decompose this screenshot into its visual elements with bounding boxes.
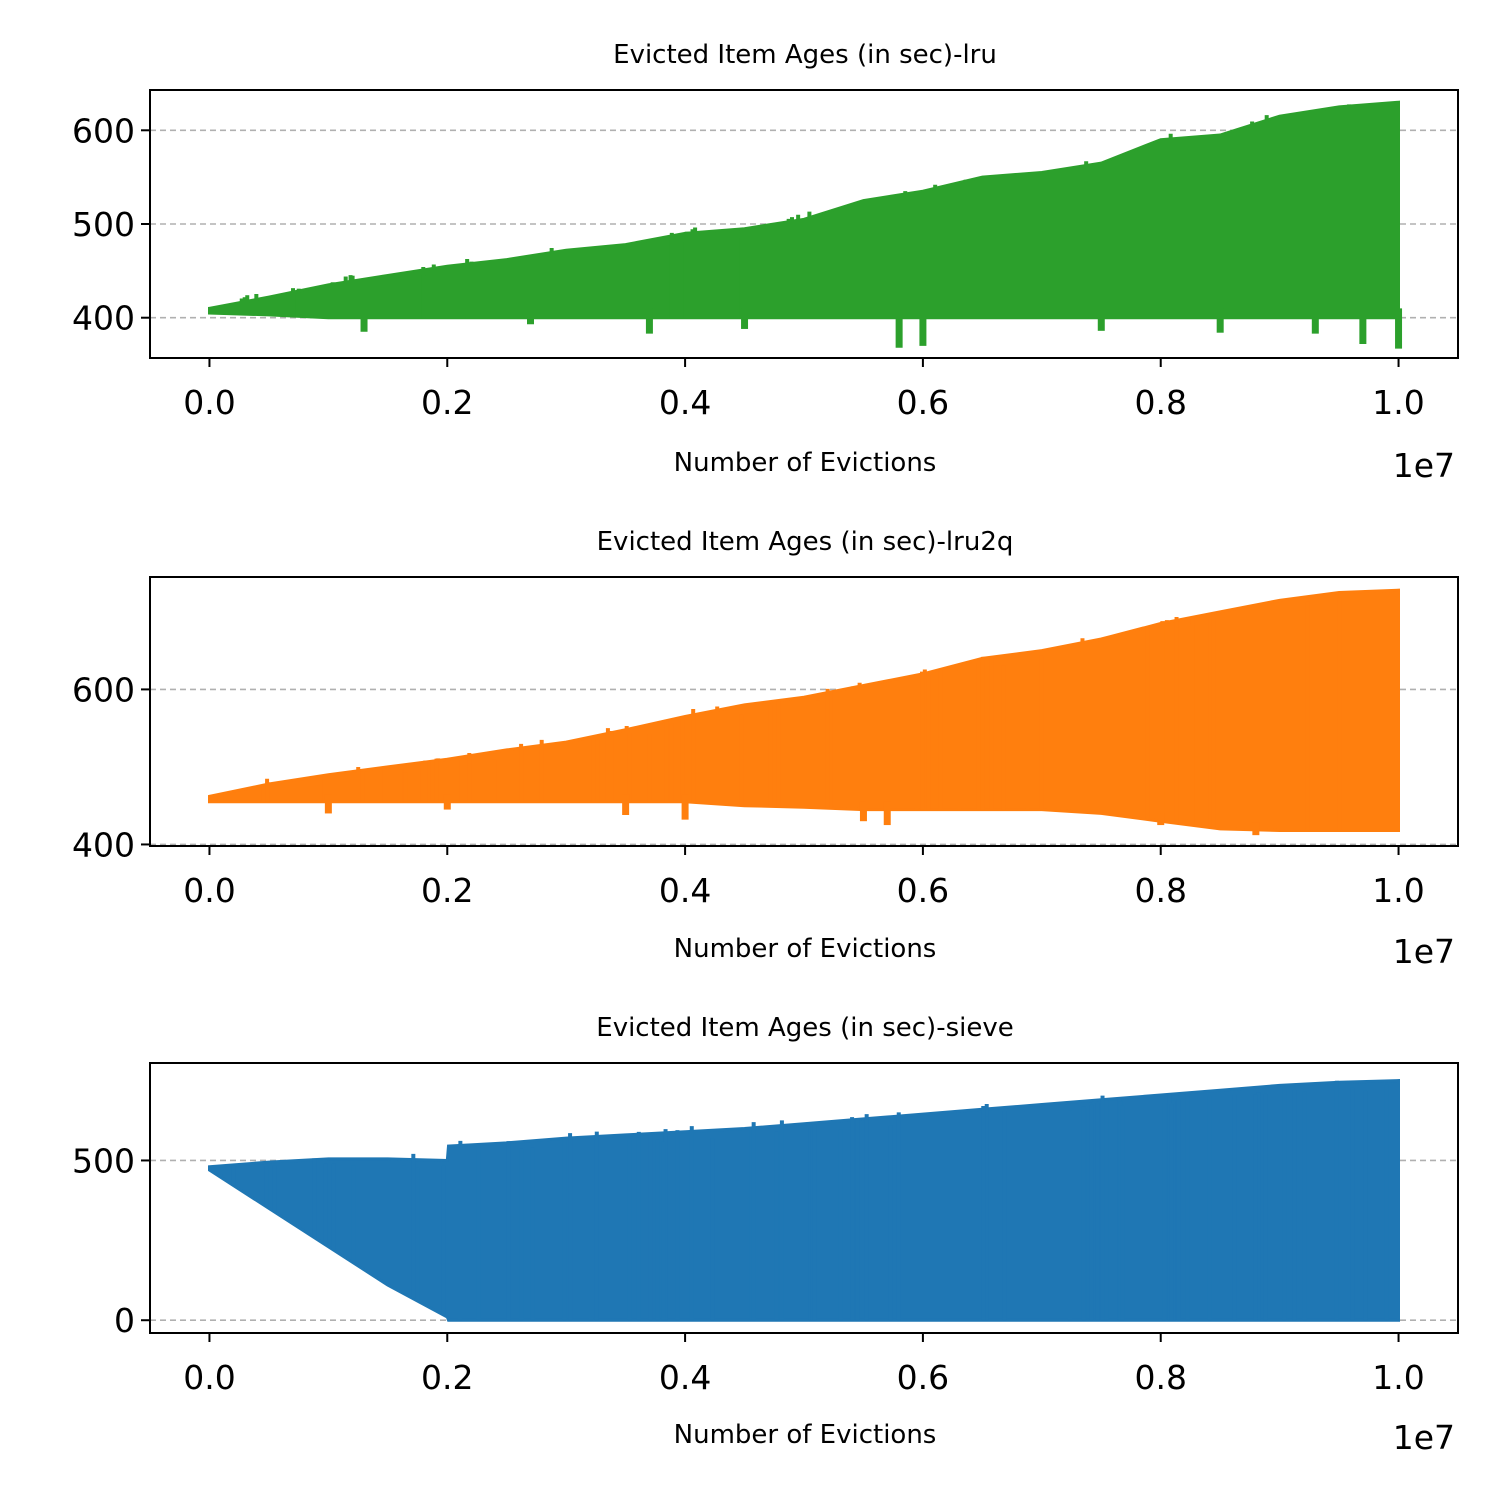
chart-sieve: Evicted Item Ages (in sec)-sieve 0.0 0.2 0… bbox=[72, 1013, 1459, 1457]
x-tick-label: 0.2 bbox=[421, 871, 473, 910]
x-tick-label: 0.8 bbox=[1134, 1358, 1186, 1397]
y-axis-ticks: 400 600 bbox=[72, 670, 150, 864]
axes-frame bbox=[149, 1062, 1459, 1334]
chart-title: Evicted Item Ages (in sec)-lru2q bbox=[597, 527, 1014, 557]
y-tick-label: 400 bbox=[72, 825, 135, 864]
y-axis-ticks: 400 500 600 bbox=[72, 111, 150, 338]
x-axis-label: Number of Evictions bbox=[674, 934, 937, 964]
x-axis-label: Number of Evictions bbox=[674, 1420, 937, 1450]
y-axis-ticks: 0 500 bbox=[72, 1141, 150, 1340]
plot-area bbox=[208, 1079, 1400, 1322]
x-tick-label: 1.0 bbox=[1372, 1358, 1424, 1397]
chart-title: Evicted Item Ages (in sec)-lru bbox=[613, 40, 997, 70]
x-axis-offset: 1e7 bbox=[1393, 932, 1455, 971]
x-tick-label: 0.4 bbox=[659, 383, 711, 422]
plot-area bbox=[208, 100, 1403, 349]
x-tick-label: 0.8 bbox=[1134, 871, 1186, 910]
y-tick-label: 500 bbox=[72, 205, 135, 244]
x-axis-offset: 1e7 bbox=[1393, 446, 1455, 485]
chart-title: Evicted Item Ages (in sec)-sieve bbox=[596, 1013, 1013, 1043]
x-tick-label: 0.6 bbox=[897, 383, 949, 422]
y-tick-label: 600 bbox=[72, 670, 135, 709]
x-tick-label: 0.2 bbox=[421, 383, 473, 422]
x-tick-label: 0.0 bbox=[183, 383, 235, 422]
x-tick-label: 1.0 bbox=[1372, 383, 1424, 422]
chart-lru: Evicted Item Ages (in sec)-lru 0.0 0.2 0.4… bbox=[72, 40, 1459, 485]
x-tick-label: 0.4 bbox=[659, 871, 711, 910]
x-axis-ticks: 0.0 0.2 0.4 0.6 0.8 1.0 bbox=[183, 358, 1425, 422]
x-axis-label: Number of Evictions bbox=[674, 448, 937, 478]
x-axis-offset: 1e7 bbox=[1393, 1418, 1455, 1457]
y-tick-label: 600 bbox=[72, 111, 135, 150]
x-tick-label: 0.4 bbox=[659, 1358, 711, 1397]
x-axis-ticks: 0.0 0.2 0.4 0.6 0.8 1.0 bbox=[183, 1333, 1425, 1397]
x-tick-label: 0.2 bbox=[421, 1358, 473, 1397]
x-axis-ticks: 0.0 0.2 0.4 0.6 0.8 1.0 bbox=[183, 846, 1425, 910]
x-tick-label: 0.6 bbox=[897, 871, 949, 910]
x-tick-label: 0.0 bbox=[183, 871, 235, 910]
x-tick-label: 0.6 bbox=[897, 1358, 949, 1397]
plot-area bbox=[208, 588, 1400, 836]
x-tick-label: 1.0 bbox=[1372, 871, 1424, 910]
x-tick-label: 0.8 bbox=[1134, 383, 1186, 422]
x-tick-label: 0.0 bbox=[183, 1358, 235, 1397]
axes-frame bbox=[149, 576, 1459, 847]
y-tick-label: 400 bbox=[72, 299, 135, 338]
y-tick-label: 0 bbox=[114, 1301, 135, 1340]
chart-lru2q: Evicted Item Ages (in sec)-lru2q 0.0 0.2 0… bbox=[72, 527, 1459, 971]
y-tick-label: 500 bbox=[72, 1141, 135, 1180]
